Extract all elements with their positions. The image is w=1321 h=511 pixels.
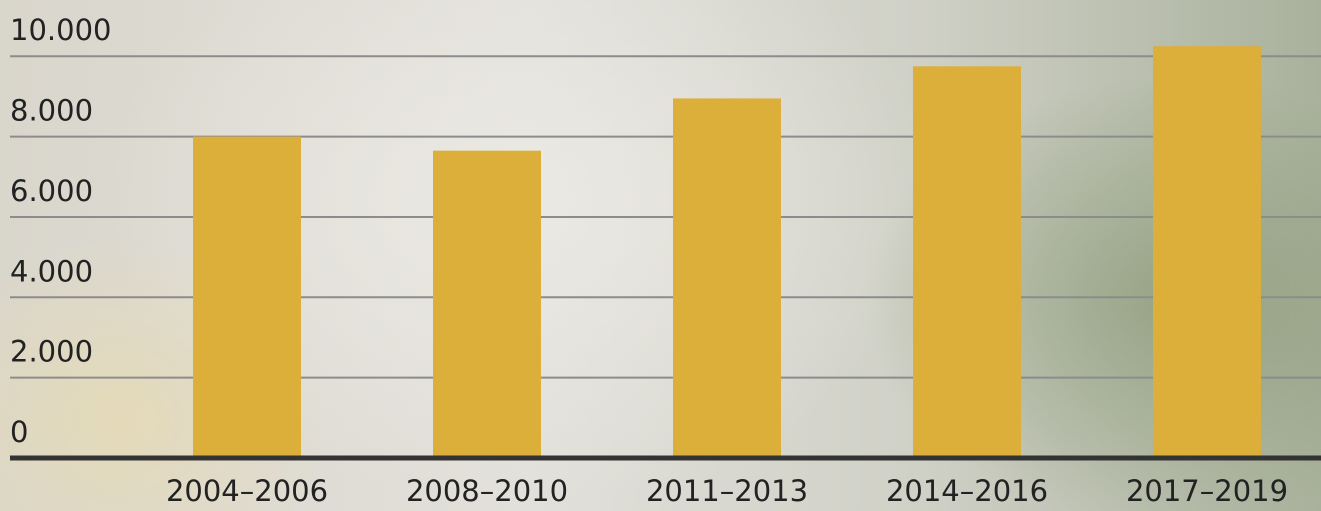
x-tick-label: 2017–2019 (1126, 474, 1288, 508)
y-tick-label: 4.000 (10, 254, 93, 288)
x-tick-label: 2004–2006 (166, 474, 328, 508)
bar (913, 66, 1021, 458)
x-tick-label: 2014–2016 (886, 474, 1048, 508)
y-tick-label: 8.000 (10, 94, 93, 128)
x-tick-label: 2008–2010 (406, 474, 568, 508)
y-tick-label: 10.000 (10, 13, 111, 47)
y-tick-label: 0 (10, 415, 28, 449)
bar (1153, 46, 1261, 459)
x-tick-label: 2011–2013 (646, 474, 808, 508)
bar (673, 98, 781, 459)
y-tick-label: 6.000 (10, 174, 93, 208)
bar (193, 136, 301, 458)
bar (433, 150, 541, 458)
y-tick-label: 2.000 (10, 335, 93, 369)
